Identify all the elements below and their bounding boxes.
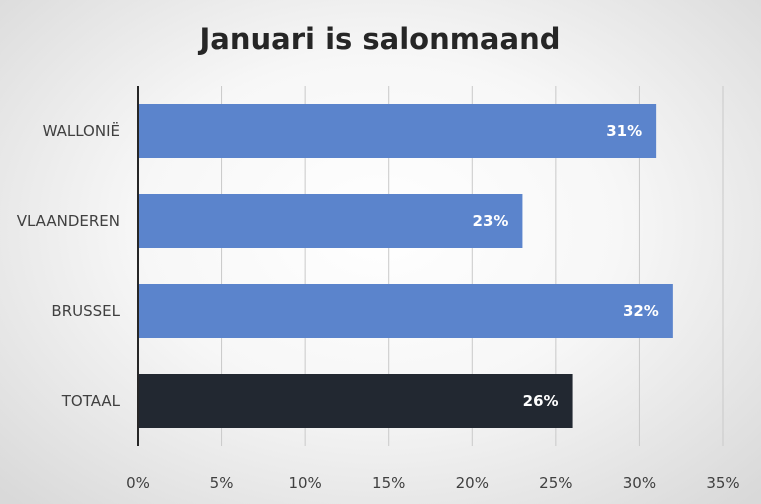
x-tick-label: 10%	[288, 474, 321, 492]
data-label: 26%	[523, 392, 559, 410]
x-tick-label: 0%	[126, 474, 150, 492]
bar-vlaanderen	[138, 194, 523, 248]
category-label: BRUSSEL	[51, 302, 120, 320]
bar-totaal	[138, 374, 573, 428]
bar-brussel	[138, 284, 673, 338]
bars	[138, 104, 673, 428]
data-label: 32%	[623, 302, 659, 320]
category-label: VLAANDEREN	[17, 212, 120, 230]
data-label: 31%	[606, 122, 642, 140]
chart-title: Januari is salonmaand	[198, 22, 561, 56]
bar-walloni-	[138, 104, 657, 158]
x-tick-label: 30%	[623, 474, 656, 492]
x-tick-label: 5%	[210, 474, 234, 492]
x-tick-label: 25%	[539, 474, 572, 492]
labels: 0% 5% 10% 15% 20% 25% 30% 35% WALLONIË 31% VLAANDE…	[17, 121, 740, 492]
x-tick-label: 35%	[706, 474, 739, 492]
x-tick-label: 20%	[456, 474, 489, 492]
x-tick-label: 15%	[372, 474, 405, 492]
data-label: 23%	[473, 212, 509, 230]
category-label: TOTAAL	[61, 392, 121, 410]
category-label: WALLONIË	[43, 121, 120, 140]
